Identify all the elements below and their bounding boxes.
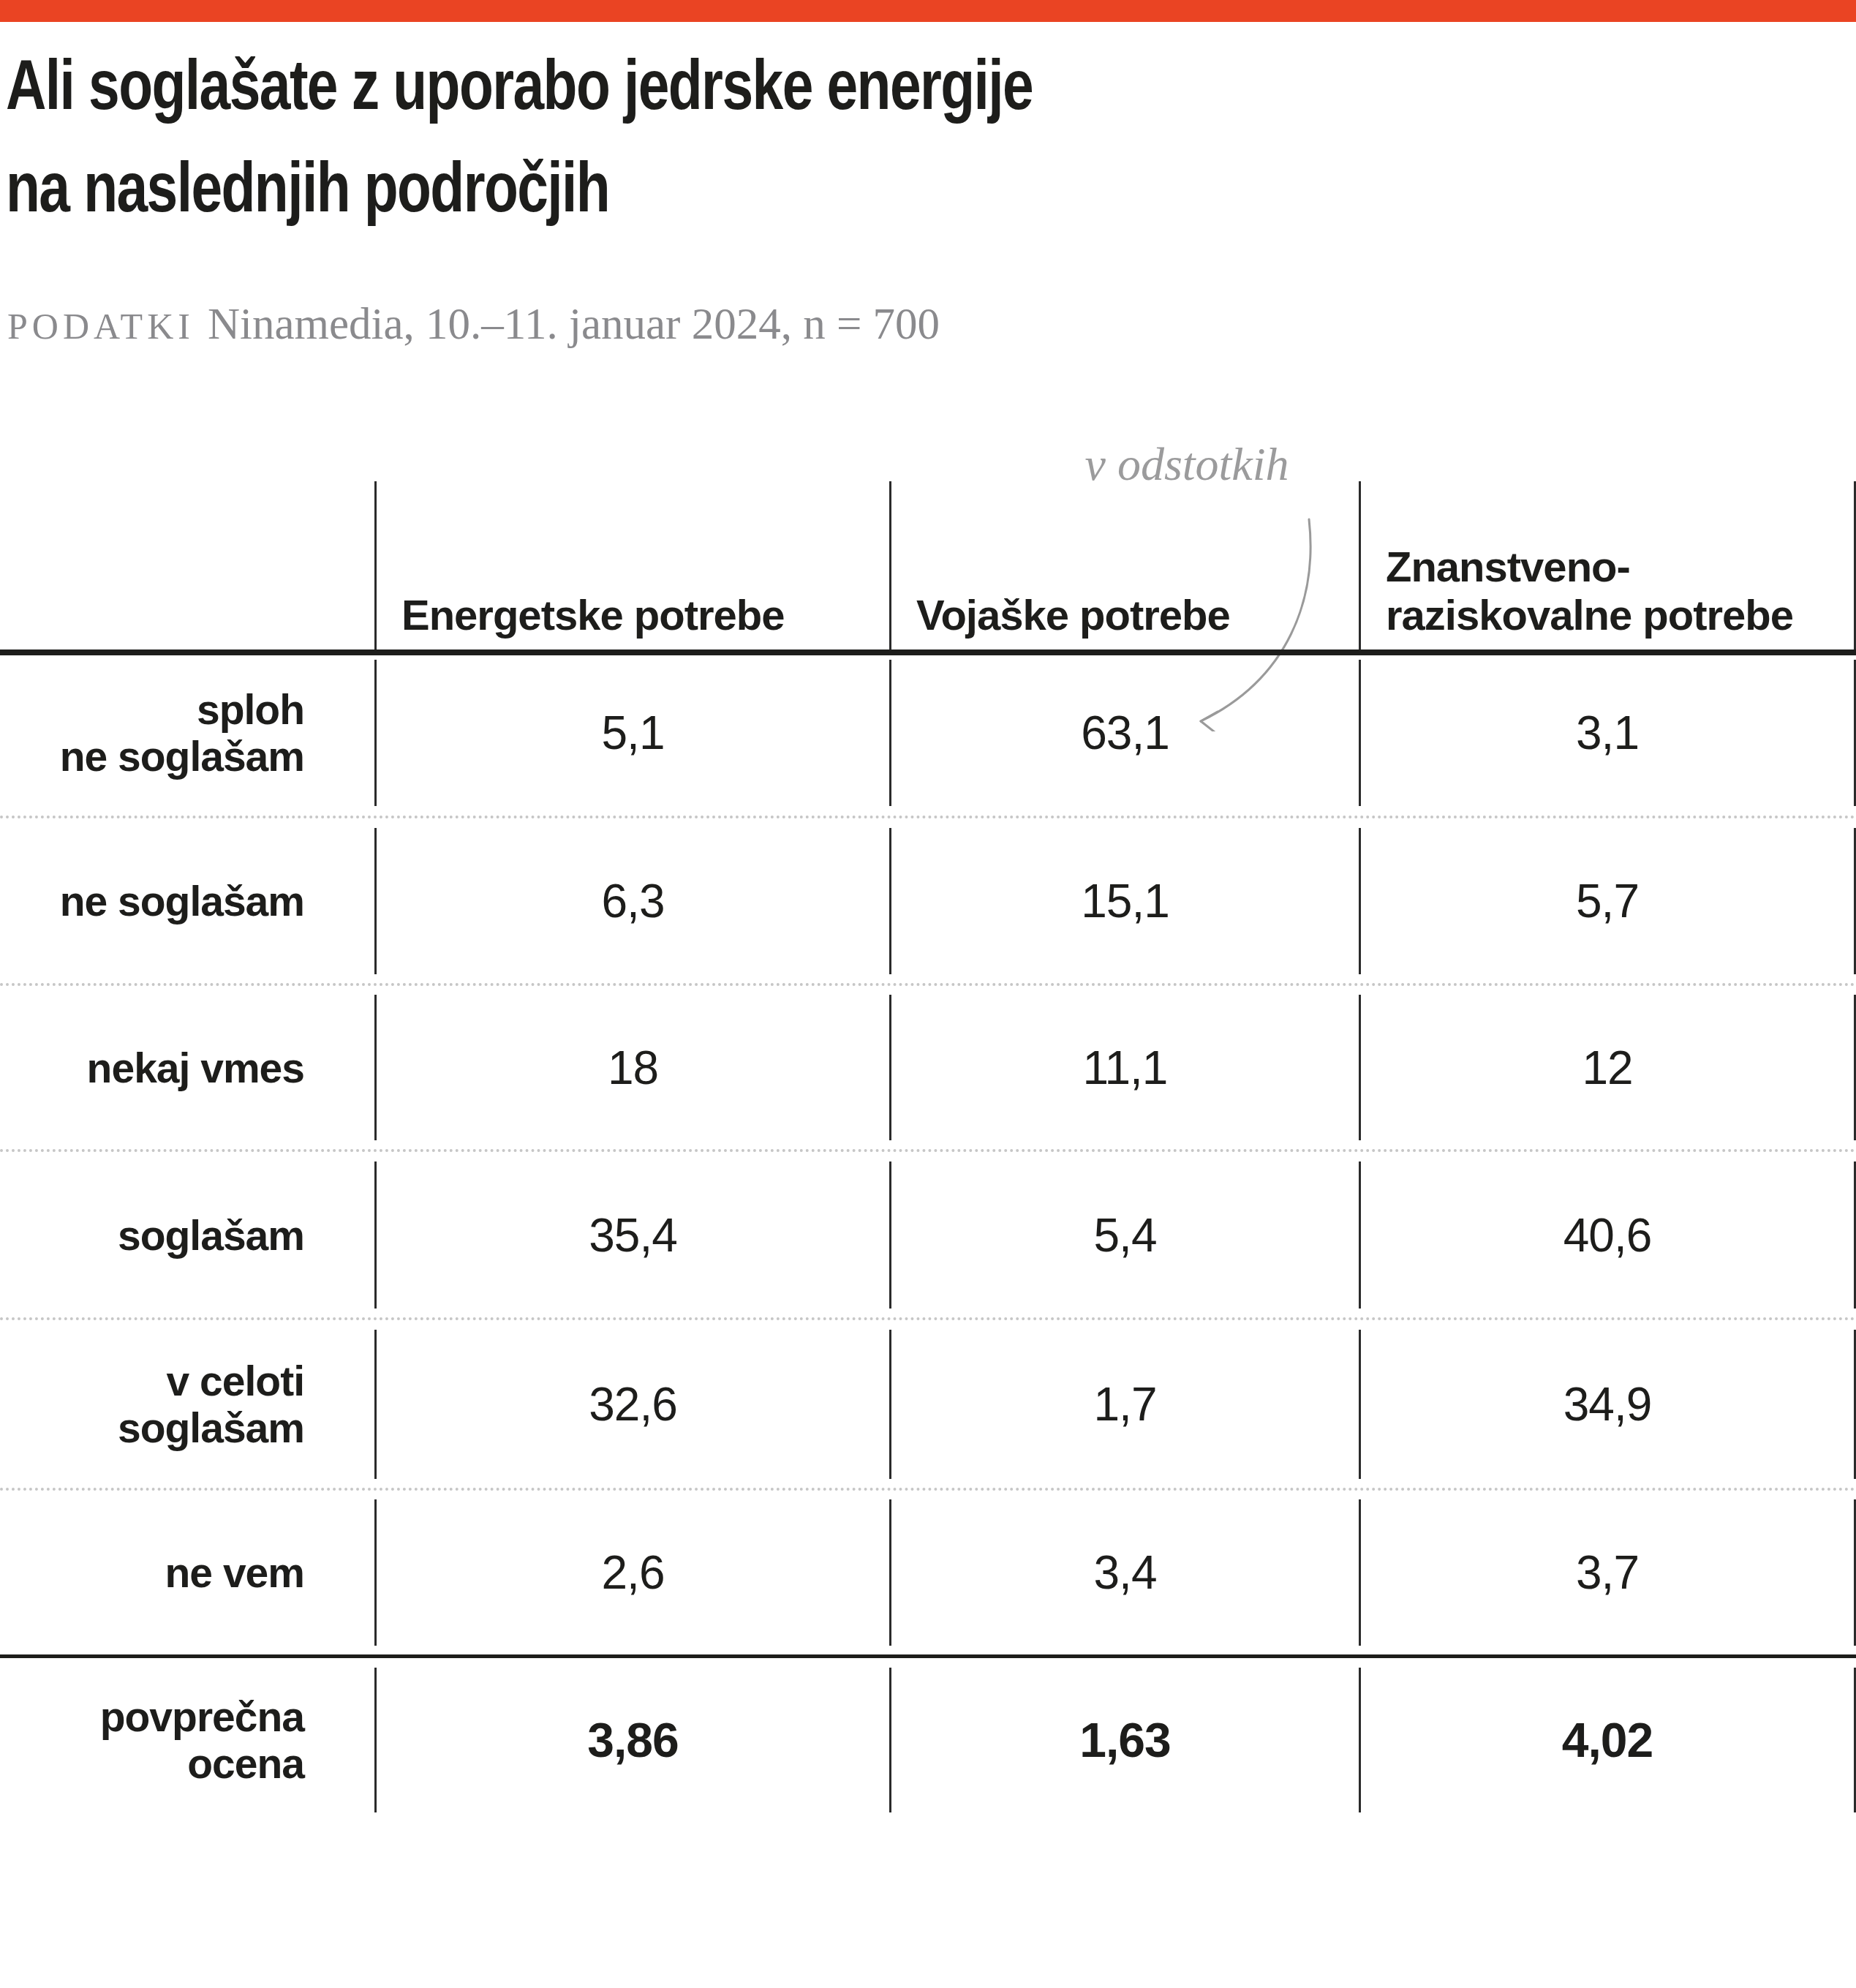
row-separator <box>0 1488 1856 1491</box>
row-separator <box>0 1317 1856 1320</box>
accent-bar <box>0 0 1856 22</box>
page-title: Ali soglašate z uporabo jedrske energije… <box>6 34 1289 238</box>
value: 5,7 <box>1576 874 1639 928</box>
value-cell: 18 <box>374 995 889 1140</box>
value: 18 <box>608 1041 658 1095</box>
value-cell: 63,1 <box>889 660 1359 806</box>
value-cell: 11,1 <box>889 995 1359 1140</box>
value: 6,3 <box>602 874 665 928</box>
table-row-v-celoti-soglasam: v celoti soglašam 32,6 1,7 34,9 <box>0 1330 1856 1479</box>
row-label: ne vem <box>165 1549 304 1596</box>
row-label: sploh ne soglašam <box>60 686 304 780</box>
data-source: PODATKI Ninamedia, 10.–11. januar 2024, … <box>7 298 940 350</box>
row-label-cell: v celoti soglašam <box>0 1330 374 1479</box>
value: 34,9 <box>1563 1377 1652 1431</box>
table-header-row: Energetske potrebe Vojaške potrebe Znans… <box>0 481 1856 650</box>
row-label-cell: ne soglašam <box>0 828 374 974</box>
value-cell: 5,7 <box>1359 828 1856 974</box>
column-header-vojaske-potrebe: Vojaške potrebe <box>889 481 1359 650</box>
value-cell: 6,3 <box>374 828 889 974</box>
value: 11,1 <box>1083 1041 1168 1095</box>
row-label-cell: nekaj vmes <box>0 995 374 1140</box>
value-cell: 3,86 <box>374 1668 889 1812</box>
value: 3,7 <box>1576 1545 1639 1600</box>
value: 4,02 <box>1562 1712 1653 1768</box>
infographic-page: Ali soglašate z uporabo jedrske energije… <box>0 0 1856 1988</box>
table-row-povprecna-ocena: povprečna ocena 3,86 1,63 4,02 <box>0 1668 1856 1812</box>
source-text: Ninamedia, 10.–11. januar 2024, n = 700 <box>208 299 940 348</box>
summary-row-divider <box>0 1654 1856 1658</box>
value: 35,4 <box>589 1208 677 1262</box>
row-label-cell: ne vem <box>0 1499 374 1646</box>
value: 3,4 <box>1094 1545 1157 1600</box>
title-line-2: na naslednjih področjih <box>6 136 1033 238</box>
column-header-znanstveno-raziskovalne-potrebe: Znanstveno- raziskovalne potrebe <box>1359 481 1856 650</box>
value-cell: 32,6 <box>374 1330 889 1479</box>
title-line-1: Ali soglašate z uporabo jedrske energije <box>6 34 1033 136</box>
value-cell: 15,1 <box>889 828 1359 974</box>
row-label-cell: povprečna ocena <box>0 1668 374 1812</box>
table-row-ne-soglasam: ne soglašam 6,3 15,1 5,7 <box>0 828 1856 974</box>
value: 12 <box>1582 1041 1632 1095</box>
row-separator <box>0 983 1856 986</box>
column-header-label: Energetske potrebe <box>401 591 785 639</box>
row-label: soglašam <box>118 1212 304 1259</box>
row-separator <box>0 1149 1856 1152</box>
value-cell: 35,4 <box>374 1161 889 1309</box>
value: 63,1 <box>1081 706 1169 760</box>
value-cell: 1,7 <box>889 1330 1359 1479</box>
value: 5,1 <box>602 706 665 760</box>
value: 2,6 <box>602 1545 665 1600</box>
row-label: povprečna ocena <box>100 1693 304 1787</box>
value-cell: 40,6 <box>1359 1161 1856 1309</box>
value-cell: 5,4 <box>889 1161 1359 1309</box>
column-header-label: Znanstveno- raziskovalne potrebe <box>1386 543 1793 639</box>
column-header-label: Vojaške potrebe <box>916 591 1230 639</box>
source-label: PODATKI <box>7 306 195 347</box>
table-row-sploh-ne-soglasam: sploh ne soglašam 5,1 63,1 3,1 <box>0 660 1856 806</box>
table-row-ne-vem: ne vem 2,6 3,4 3,7 <box>0 1499 1856 1646</box>
value-cell: 12 <box>1359 995 1856 1140</box>
value-cell: 3,4 <box>889 1499 1359 1646</box>
corner-cell <box>0 481 374 650</box>
row-label: nekaj vmes <box>87 1044 304 1091</box>
value-cell: 1,63 <box>889 1668 1359 1812</box>
column-header-energetske-potrebe: Energetske potrebe <box>374 481 889 650</box>
value-cell: 4,02 <box>1359 1668 1856 1812</box>
value: 5,4 <box>1094 1208 1157 1262</box>
value: 1,63 <box>1079 1712 1170 1768</box>
value-cell: 34,9 <box>1359 1330 1856 1479</box>
value: 40,6 <box>1563 1208 1652 1262</box>
value-cell: 5,1 <box>374 660 889 806</box>
value: 32,6 <box>589 1377 677 1431</box>
value-cell: 2,6 <box>374 1499 889 1646</box>
value: 1,7 <box>1094 1377 1157 1431</box>
header-divider <box>0 650 1856 655</box>
value: 3,86 <box>587 1712 678 1768</box>
row-label-cell: sploh ne soglašam <box>0 660 374 806</box>
row-separator <box>0 816 1856 818</box>
table-row-nekaj-vmes: nekaj vmes 18 11,1 12 <box>0 995 1856 1140</box>
value-cell: 3,1 <box>1359 660 1856 806</box>
table-row-soglasam: soglašam 35,4 5,4 40,6 <box>0 1161 1856 1309</box>
row-label-cell: soglašam <box>0 1161 374 1309</box>
value-cell: 3,7 <box>1359 1499 1856 1646</box>
row-label: ne soglašam <box>60 878 304 925</box>
value: 15,1 <box>1081 874 1169 928</box>
row-label: v celoti soglašam <box>118 1358 304 1451</box>
value: 3,1 <box>1576 706 1639 760</box>
